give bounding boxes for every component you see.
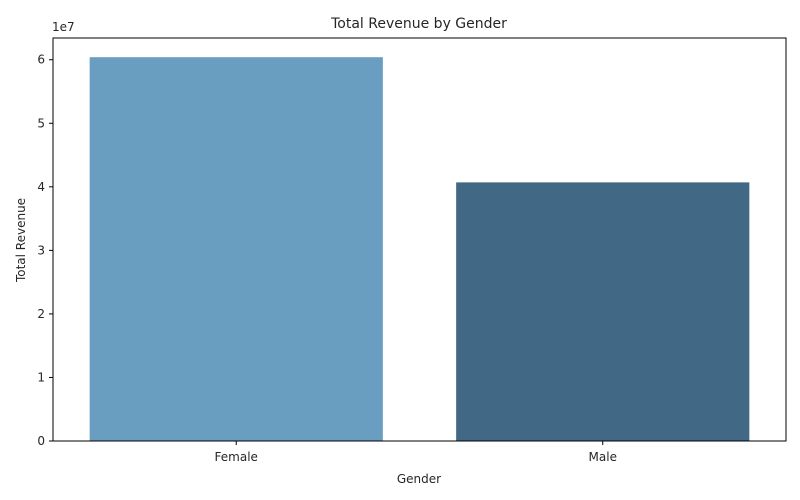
bars-layer xyxy=(89,57,750,441)
y-tick-label: 4 xyxy=(37,180,45,194)
x-tick-label: Female xyxy=(215,450,258,464)
y-tick-label: 6 xyxy=(37,53,45,67)
y-tick-label: 5 xyxy=(37,116,45,130)
y-tick-label: 3 xyxy=(37,243,45,257)
x-axis-label: Gender xyxy=(397,472,441,486)
y-ticks-layer: 0 1 2 3 4 5 6 xyxy=(37,53,53,448)
y-axis-offset-label: 1e7 xyxy=(52,20,75,34)
y-tick-label: 1 xyxy=(37,370,45,384)
y-tick-label: 2 xyxy=(37,307,45,321)
x-tick-label: Male xyxy=(589,450,617,464)
chart-title: Total Revenue by Gender xyxy=(330,16,507,32)
plot-frame xyxy=(52,37,787,442)
bar-male xyxy=(456,182,750,441)
y-tick-label: 0 xyxy=(37,434,45,448)
y-axis-label: Total Revenue xyxy=(14,198,28,283)
bar-female xyxy=(89,57,383,441)
x-ticks-layer: Female Male xyxy=(215,441,617,464)
